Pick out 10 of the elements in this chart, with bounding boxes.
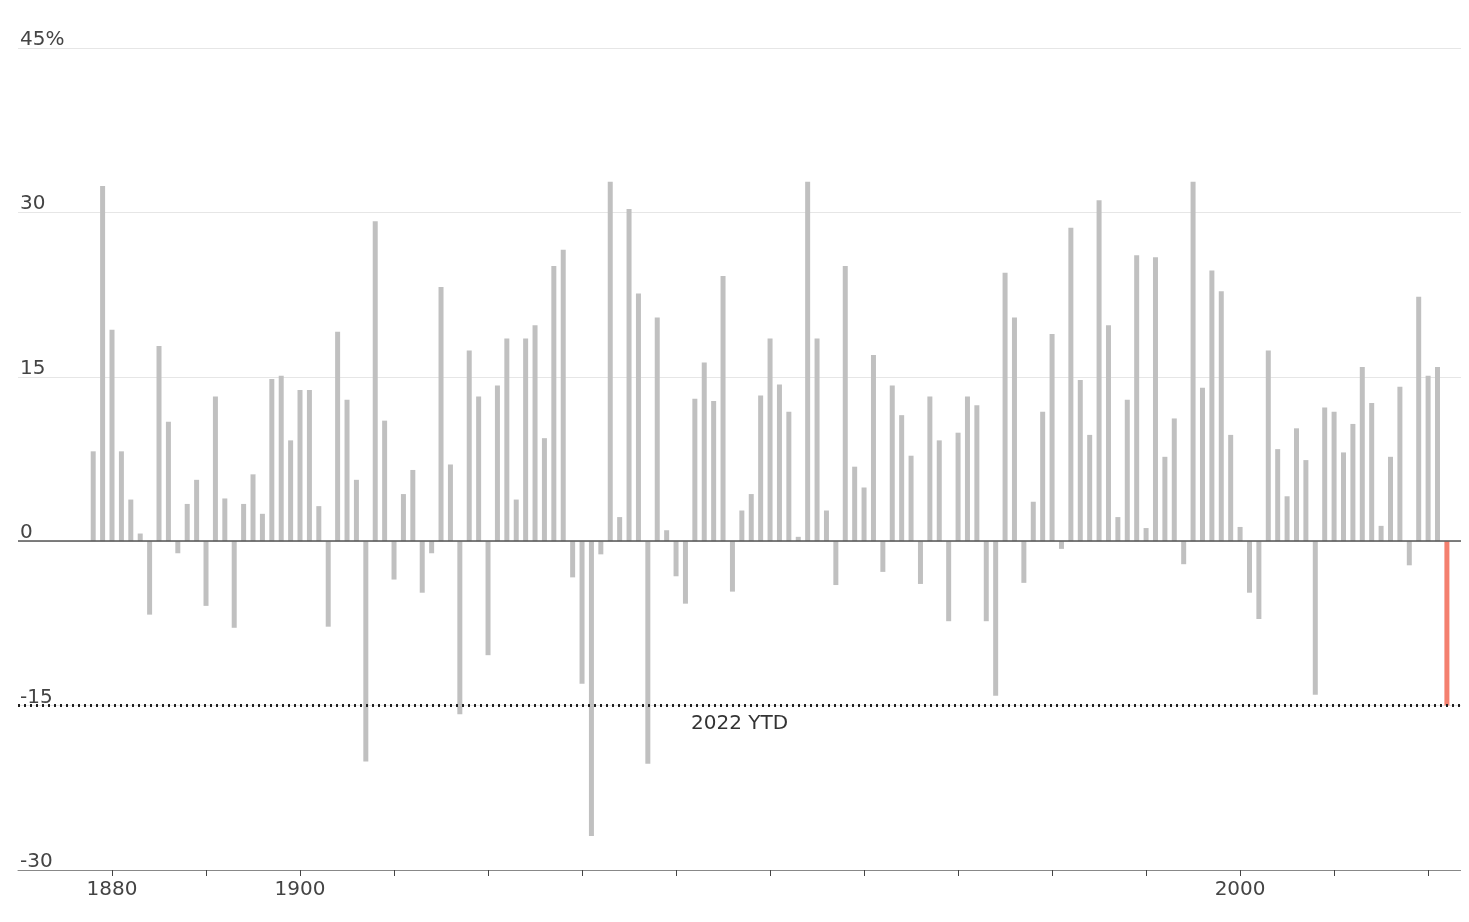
y-tick-label: 30 bbox=[20, 190, 46, 215]
x-tick-label: 1880 bbox=[86, 876, 138, 900]
y-tick-label: 45% bbox=[20, 26, 65, 50]
x-tick-label: 2000 bbox=[1214, 876, 1266, 900]
y-tick-label: -30 bbox=[20, 848, 53, 872]
ref-line-label: 2022 YTD bbox=[690, 709, 789, 734]
y-tick-label: -15 bbox=[20, 683, 53, 708]
x-tick-label: 1900 bbox=[274, 876, 326, 900]
y-tick-label: 15 bbox=[20, 354, 46, 379]
y-tick-label: 0 bbox=[20, 519, 33, 544]
